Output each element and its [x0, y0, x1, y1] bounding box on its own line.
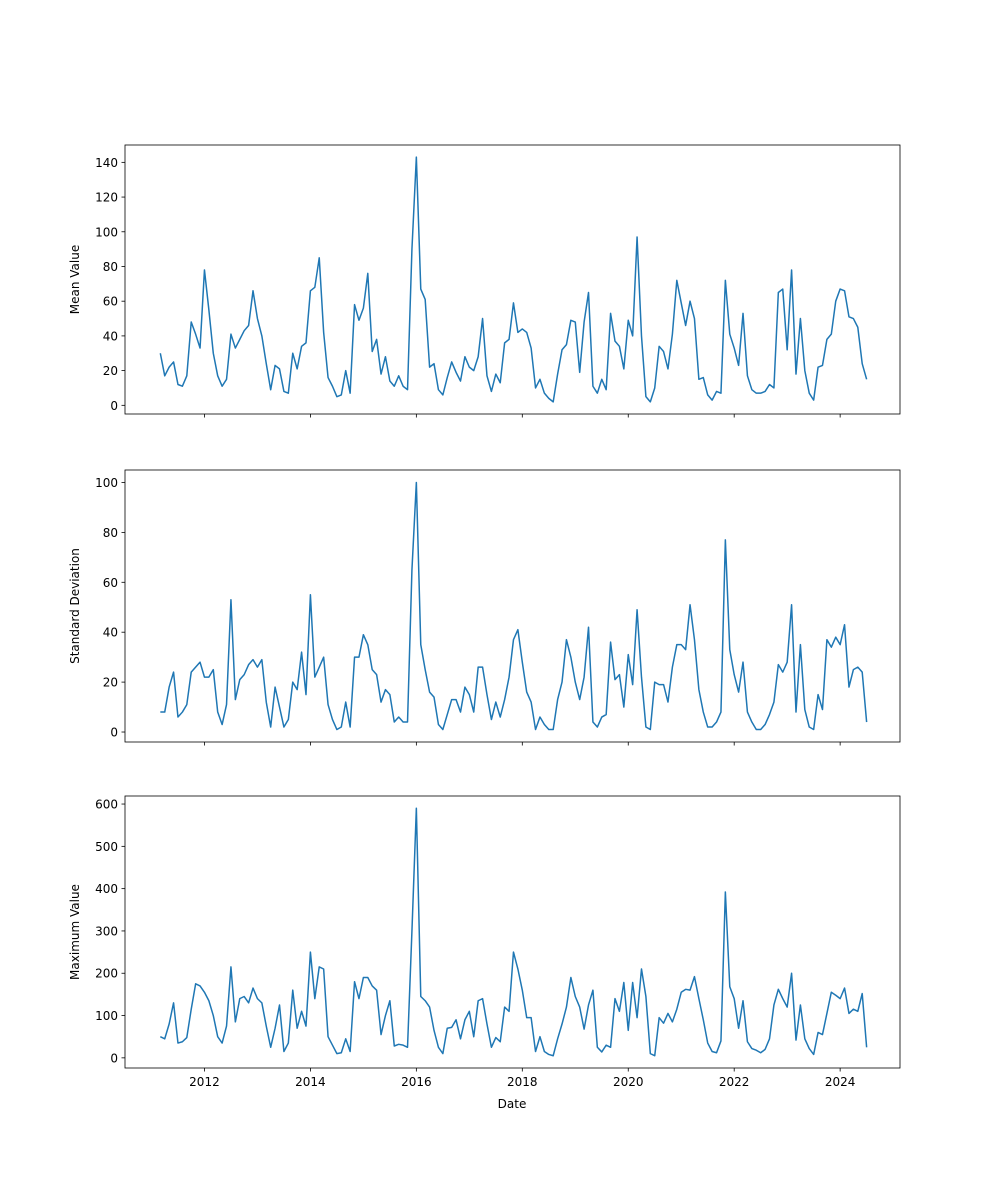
x-tick-label: 2024 — [825, 1075, 856, 1089]
y-tick-label: 0 — [110, 399, 118, 413]
y-tick-label: 20 — [103, 364, 118, 378]
y-axis-label: Standard Deviation — [68, 548, 82, 664]
x-tick-label: 2020 — [613, 1075, 644, 1089]
y-tick-label: 600 — [95, 798, 118, 812]
y-tick-label: 20 — [103, 676, 118, 690]
y-axis-label: Maximum Value — [68, 884, 82, 980]
x-tick-label: 2014 — [295, 1075, 326, 1089]
y-tick-label: 60 — [103, 295, 118, 309]
y-tick-label: 40 — [103, 329, 118, 343]
y-tick-label: 100 — [95, 476, 118, 490]
y-tick-label: 0 — [110, 1051, 118, 1065]
y-tick-label: 400 — [95, 882, 118, 896]
x-axis-label: Date — [498, 1097, 527, 1111]
data-line — [159, 156, 868, 403]
y-tick-label: 120 — [95, 191, 118, 205]
y-tick-label: 80 — [103, 260, 118, 274]
plot-frame — [124, 795, 901, 1069]
x-tick-label: 2022 — [719, 1075, 750, 1089]
data-line — [160, 481, 868, 731]
y-tick-label: 500 — [95, 840, 118, 854]
y-tick-label: 40 — [103, 626, 118, 640]
y-tick-label: 100 — [95, 225, 118, 239]
y-axis-label: Mean Value — [68, 245, 82, 314]
plot-frame — [124, 469, 901, 743]
y-tick-label: 100 — [95, 1009, 118, 1023]
x-tick-label: 2012 — [189, 1075, 220, 1089]
x-tick-label: 2016 — [401, 1075, 432, 1089]
y-tick-label: 300 — [95, 924, 118, 938]
y-tick-label: 80 — [103, 526, 118, 540]
x-tick-label: 2018 — [507, 1075, 538, 1089]
plot-frame — [124, 144, 901, 415]
y-tick-label: 60 — [103, 576, 118, 590]
y-tick-label: 0 — [110, 726, 118, 740]
y-tick-label: 200 — [95, 967, 118, 981]
y-tick-label: 140 — [95, 156, 118, 170]
data-line — [159, 807, 868, 1057]
